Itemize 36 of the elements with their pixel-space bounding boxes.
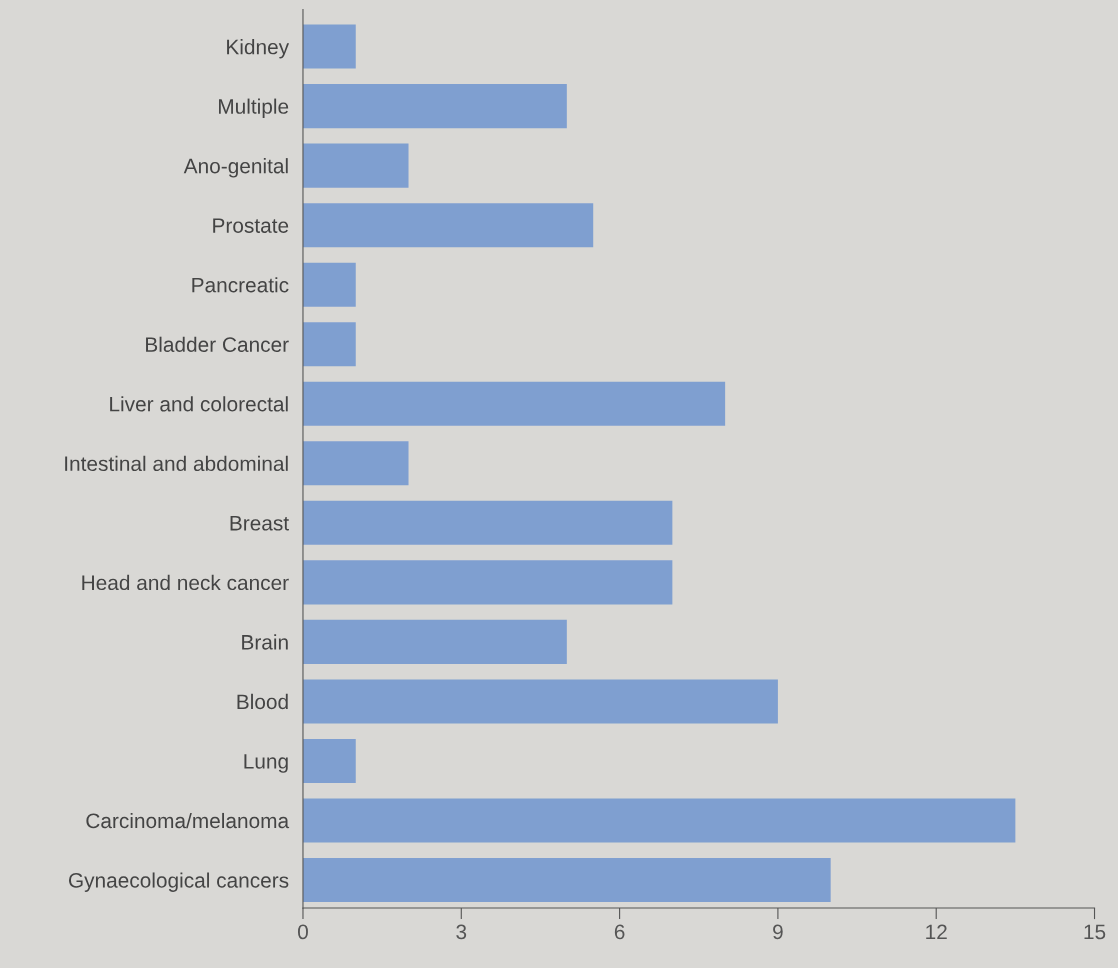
x-tick-label: 0 — [298, 924, 308, 940]
x-tick-label: 9 — [773, 924, 783, 940]
y-tick-label: Multiple — [219, 98, 289, 118]
y-tick-label: Pancreatic — [192, 277, 289, 293]
y-tick-label: Intestinal and abdominal — [65, 455, 288, 472]
bar — [302, 203, 594, 248]
y-tick-label: Lung — [244, 754, 288, 773]
bar — [302, 143, 409, 188]
y-tick-label: Brain — [242, 634, 288, 650]
bar — [302, 560, 673, 605]
y-tick-label: Kidney — [227, 39, 290, 59]
x-tick-label: 3 — [456, 924, 467, 940]
bar — [302, 84, 567, 129]
bar — [302, 619, 567, 664]
bar — [302, 441, 409, 486]
y-tick-label: Prostate — [213, 218, 289, 233]
bar — [302, 679, 778, 724]
y-tick-label: Liver and colorectal — [110, 396, 288, 412]
bar — [302, 262, 356, 307]
y-tick-label: Carcinoma/melanoma — [86, 812, 290, 829]
bar — [302, 738, 356, 783]
bar — [302, 857, 831, 903]
x-tick-label: 12 — [926, 924, 947, 940]
bar — [302, 798, 1016, 843]
y-tick-label: Head and neck cancer — [82, 574, 289, 591]
x-tick-label: 15 — [1084, 924, 1106, 940]
y-tick-label: Breast — [230, 516, 289, 531]
x-tick-label: 6 — [614, 924, 625, 940]
bar — [302, 500, 673, 545]
y-tick-label: Bladder Cancer — [146, 336, 289, 352]
y-tick-label: Ano-genital — [183, 158, 288, 178]
bar — [302, 322, 356, 367]
y-tick-label: Blood — [237, 693, 288, 710]
bar — [302, 24, 356, 69]
bar — [302, 381, 726, 426]
y-tick-label: Gynaecological cancers — [68, 872, 289, 892]
